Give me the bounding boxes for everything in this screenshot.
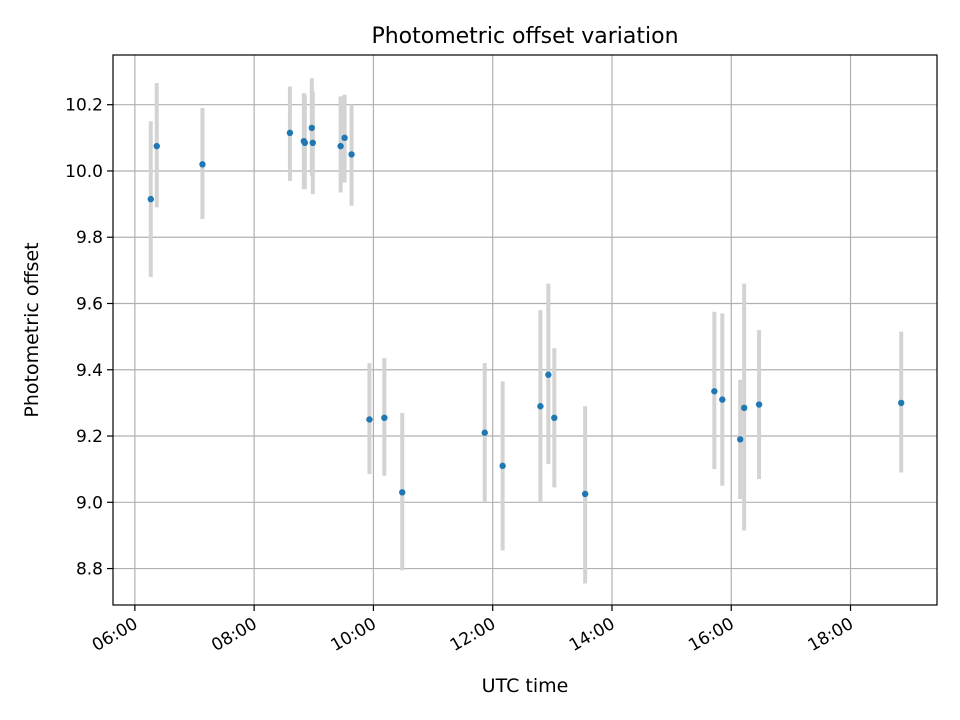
data-point (366, 416, 373, 423)
y-axis-label: Photometric offset (21, 242, 43, 417)
data-point (147, 195, 154, 203)
data-point (381, 414, 388, 422)
data-point (399, 489, 406, 496)
y-axis-ticks: 8.8 9.0 9.2 9.4 9.6 9.8 10.0 10.2 (65, 96, 113, 580)
data-point (337, 142, 344, 150)
data-point (341, 134, 348, 142)
plot-frame (112, 54, 938, 606)
data-point (736, 436, 744, 443)
chart-title: Photometric offset variation (371, 24, 678, 49)
data-point (581, 490, 589, 498)
data-point (711, 388, 718, 395)
data-point (755, 401, 763, 408)
data-point (309, 139, 316, 147)
data-point (301, 139, 309, 147)
data-point (308, 124, 315, 132)
y-tick-label: 10.0 (65, 162, 103, 182)
data-point (545, 371, 552, 378)
y-tick-label: 9.4 (76, 361, 103, 381)
grid (113, 55, 937, 605)
y-tick-label: 9.6 (76, 294, 103, 314)
data-point (153, 142, 160, 150)
data-point (481, 429, 488, 436)
data-point (551, 414, 558, 422)
data-point (499, 462, 506, 470)
data-point (286, 129, 294, 137)
data-point (740, 404, 748, 412)
data-point (199, 161, 206, 168)
y-tick-label: 9.8 (76, 228, 103, 248)
data-point (537, 403, 544, 410)
data-point (719, 396, 726, 403)
y-tick-label: 9.2 (76, 427, 103, 447)
y-tick-label: 8.8 (76, 560, 103, 580)
data-point (898, 399, 905, 407)
y-tick-label: 10.2 (65, 96, 103, 116)
data-point (348, 151, 355, 158)
data-points (147, 124, 905, 498)
y-tick-label: 9.0 (76, 493, 103, 513)
x-axis-label: UTC time (482, 675, 569, 697)
